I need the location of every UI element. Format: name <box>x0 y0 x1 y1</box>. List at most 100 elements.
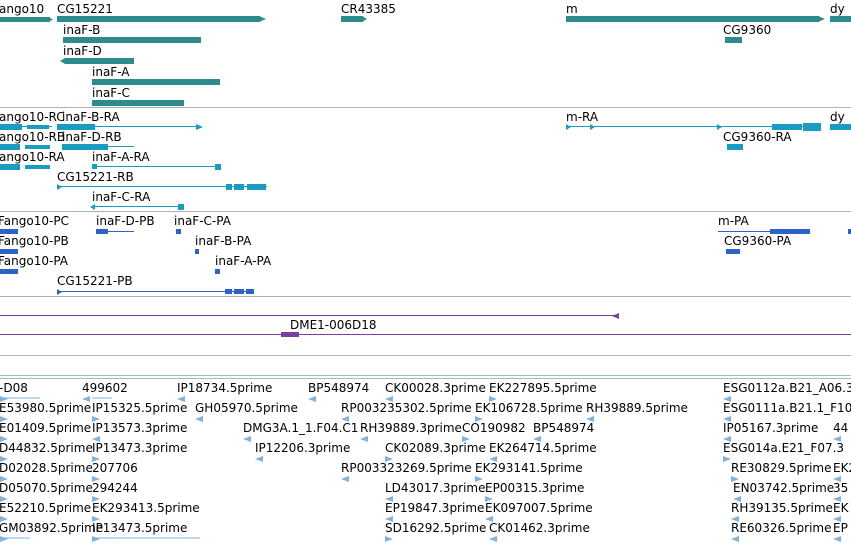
est-glyph[interactable] <box>385 496 393 502</box>
transcript-feature[interactable] <box>25 165 50 169</box>
transcript-intron[interactable] <box>566 126 821 127</box>
est-glyph[interactable] <box>833 516 841 522</box>
protein-feature[interactable] <box>234 289 244 294</box>
est-glyph[interactable] <box>0 536 8 542</box>
est-glyph[interactable] <box>195 416 203 422</box>
est-glyph[interactable] <box>92 436 100 442</box>
protein-label[interactable]: CG15221-PB <box>57 274 133 288</box>
est-glyph[interactable] <box>360 436 368 442</box>
gene-feature[interactable] <box>65 58 134 64</box>
est-label[interactable]: ESG0111a.B21.1_F10 <box>723 401 851 415</box>
est-glyph[interactable] <box>92 416 100 422</box>
est-label[interactable]: LD43017.3prime <box>385 481 486 495</box>
est-label[interactable]: RP003235302.5prime <box>341 401 472 415</box>
est-glyph[interactable] <box>489 456 497 462</box>
transcript-intron[interactable] <box>92 206 184 207</box>
est-glyph[interactable] <box>0 496 8 502</box>
transcript-label[interactable]: ango10-RA <box>0 150 65 164</box>
est-label[interactable]: 35 <box>833 481 849 495</box>
est-label[interactable]: BP548974 <box>533 421 595 435</box>
transcript-label[interactable]: inaF-B-RA <box>62 110 120 124</box>
clone-arrow[interactable] <box>612 311 620 321</box>
transcript-feature[interactable] <box>215 164 221 170</box>
transcript-feature[interactable] <box>226 184 232 190</box>
est-label[interactable]: IP13473.5prime <box>92 521 188 535</box>
est-label[interactable]: IP18734.5prime <box>177 381 273 395</box>
est-label[interactable]: E53980.5prime <box>0 401 92 415</box>
est-label[interactable]: RH39889.5prime <box>586 401 688 415</box>
est-glyph[interactable] <box>723 416 731 422</box>
est-label[interactable]: EK227895.5prime <box>489 381 597 395</box>
protein-label[interactable]: Fango10-PA <box>0 254 68 268</box>
clone-span[interactable] <box>0 334 851 335</box>
est-label[interactable]: EK097007.5prime <box>485 501 593 515</box>
est-label[interactable]: GM03892.5prime <box>0 521 104 535</box>
protein-feature[interactable] <box>848 229 851 234</box>
transcript-feature[interactable] <box>27 125 49 129</box>
est-glyph[interactable] <box>833 436 841 442</box>
protein-feature[interactable] <box>246 289 254 294</box>
est-glyph[interactable] <box>385 396 393 402</box>
est-label[interactable]: E01409.5prime <box>0 421 92 435</box>
est-label[interactable]: -D08 <box>0 381 28 395</box>
transcript-label[interactable]: inaF-D-RB <box>62 130 122 144</box>
transcript-label[interactable]: inaF-A-RA <box>92 150 150 164</box>
transcript-intron[interactable] <box>95 126 200 127</box>
protein-feature[interactable] <box>195 249 199 254</box>
est-label[interactable]: EK106728.5prime <box>475 401 583 415</box>
est-label[interactable]: EP19847.3prime <box>385 501 485 515</box>
est-glyph[interactable] <box>533 436 541 442</box>
est-label[interactable]: RH39889.3prime <box>360 421 462 435</box>
clone-span[interactable] <box>0 315 617 316</box>
transcript-arrow[interactable] <box>717 122 723 132</box>
transcript-feature[interactable] <box>0 124 22 130</box>
transcript-intron[interactable] <box>22 126 52 127</box>
gene-arrow[interactable] <box>48 14 54 24</box>
est-label[interactable]: RE30829.5prime <box>731 461 832 475</box>
protein-feature[interactable] <box>726 249 740 254</box>
est-glyph[interactable] <box>733 496 741 502</box>
est-label[interactable]: CK02089.3prime <box>385 441 486 455</box>
est-label[interactable]: D05070.5prime <box>0 481 93 495</box>
est-label[interactable]: D44832.5prime <box>0 441 93 455</box>
transcript-intron[interactable] <box>57 186 267 187</box>
est-glyph[interactable] <box>833 496 841 502</box>
gene-label[interactable]: inaF-D <box>63 44 102 58</box>
transcript-feature[interactable] <box>803 123 821 131</box>
est-glyph[interactable] <box>243 436 251 442</box>
est-label[interactable]: IP05167.3prime <box>723 421 819 435</box>
est-glyph[interactable] <box>308 396 316 402</box>
protein-feature[interactable] <box>96 229 108 234</box>
transcript-feature[interactable] <box>25 145 50 149</box>
gene-label[interactable]: CG9360 <box>723 23 772 37</box>
est-glyph[interactable] <box>723 396 731 402</box>
gene-arrow[interactable] <box>818 14 826 24</box>
est-label[interactable]: EK264714.5prime <box>489 441 597 455</box>
protein-feature[interactable] <box>215 269 220 274</box>
est-label[interactable]: RH39135.5prime <box>731 501 833 515</box>
protein-feature[interactable] <box>0 229 18 234</box>
protein-label[interactable]: Fango10-PB <box>0 234 69 248</box>
gene-label[interactable]: ango10 <box>0 2 45 16</box>
est-glyph[interactable] <box>485 496 493 502</box>
est-glyph[interactable] <box>731 476 739 482</box>
protein-feature[interactable] <box>225 289 232 294</box>
transcript-label[interactable]: dy <box>830 110 845 124</box>
est-label[interactable]: IP12206.3prime <box>255 441 351 455</box>
est-glyph[interactable] <box>586 416 594 422</box>
transcript-label[interactable]: ango10-RB <box>0 130 66 144</box>
protein-label[interactable]: inaF-C-PA <box>174 214 231 228</box>
est-glyph[interactable] <box>385 516 393 522</box>
est-label[interactable]: RP003323269.5prime <box>341 461 472 475</box>
est-label[interactable]: EN03742.5prime <box>733 481 835 495</box>
est-label[interactable]: IP13473.3prime <box>92 441 188 455</box>
transcript-feature[interactable] <box>62 144 108 150</box>
protein-feature[interactable] <box>176 229 181 234</box>
transcript-feature[interactable] <box>772 124 802 130</box>
transcript-feature[interactable] <box>727 144 743 150</box>
transcript-label[interactable]: CG9360-RA <box>723 130 792 144</box>
transcript-feature[interactable] <box>0 164 20 170</box>
est-label[interactable]: ESG0112a.B21_A06.3 <box>723 381 851 395</box>
gene-label[interactable]: inaF-B <box>63 23 101 37</box>
